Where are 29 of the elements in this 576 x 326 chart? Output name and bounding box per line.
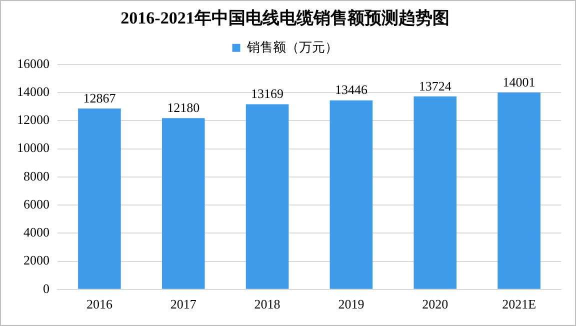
chart-title: 2016-2021年中国电线电缆销售额预测趋势图 xyxy=(120,8,450,28)
y-tick-label: 8000 xyxy=(24,168,50,184)
bar xyxy=(414,96,457,289)
bar xyxy=(498,92,540,289)
data-label: 12867 xyxy=(83,90,116,106)
data-label: 14001 xyxy=(502,74,536,90)
data-label: 12180 xyxy=(167,100,200,116)
data-label: 13724 xyxy=(418,78,452,94)
bar xyxy=(162,118,205,289)
y-tick-label: 2000 xyxy=(24,252,50,268)
y-tick-label: 0 xyxy=(43,280,50,296)
x-tick-label: 2016 xyxy=(86,296,113,312)
y-tick-label: 4000 xyxy=(24,224,50,240)
y-tick-label: 16000 xyxy=(17,56,50,71)
y-tick-label: 10000 xyxy=(17,140,50,156)
bar xyxy=(330,100,373,289)
x-tick-label: 2020 xyxy=(422,296,448,312)
bar xyxy=(246,104,289,289)
bar xyxy=(78,108,121,289)
x-tick-label: 2017 xyxy=(170,296,197,312)
data-label: 13446 xyxy=(334,82,368,98)
y-tick-label: 12000 xyxy=(17,112,50,128)
x-tick-label: 2018 xyxy=(254,296,280,312)
data-label: 13169 xyxy=(251,86,284,102)
y-tick-label: 6000 xyxy=(24,196,50,212)
x-tick-label: 2021E xyxy=(502,296,536,312)
x-tick-label: 2019 xyxy=(338,296,364,312)
legend-label: 销售额（万元） xyxy=(246,39,338,54)
y-tick-label: 14000 xyxy=(17,84,50,99)
